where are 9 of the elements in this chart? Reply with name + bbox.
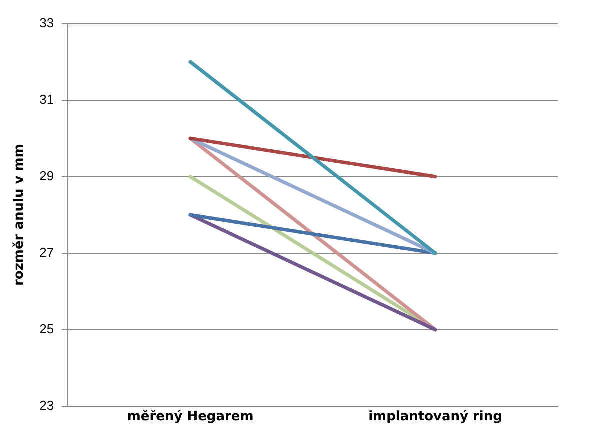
y-tick-label: 27: [40, 244, 54, 260]
y-tick-label: 25: [40, 321, 54, 336]
x-tick-label: měřený Hegarem: [127, 410, 254, 425]
y-tick-label: 31: [40, 92, 54, 107]
y-tick-label: 23: [40, 398, 54, 413]
y-tick-label: 33: [40, 15, 54, 30]
y-axis-title: rozměr anulu v mm: [12, 144, 28, 286]
x-tick-label: implantovaný ring: [368, 410, 502, 425]
y-tick-label: 29: [40, 168, 54, 184]
